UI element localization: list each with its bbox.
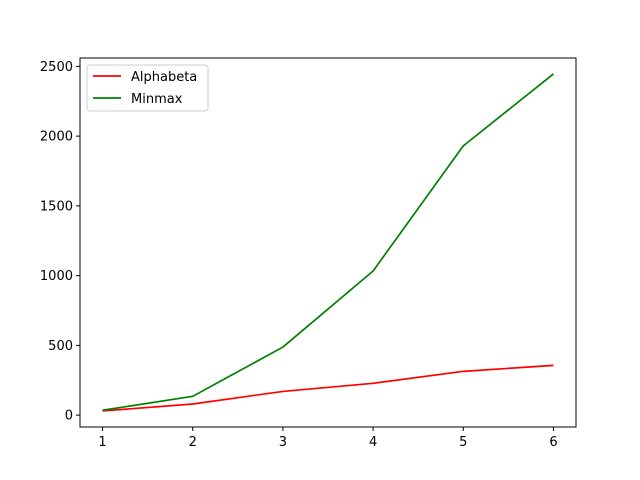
data-point-minmax-5	[462, 145, 464, 147]
x-axis-ticks: 1 2 3 4 5 6	[98, 427, 558, 450]
data-point-alphabeta-6	[553, 364, 555, 366]
y-tick-label-500: 500	[48, 339, 73, 354]
x-tick-label-1: 1	[98, 435, 106, 450]
data-point-alphabeta-4	[372, 382, 374, 384]
series-line-alphabeta	[102, 364, 554, 412]
x-tick-label-3: 3	[279, 435, 287, 450]
data-point-minmax-2	[192, 395, 194, 397]
legend-label-alphabeta: Alphabeta	[131, 70, 197, 85]
legend-label-minmax: Minmax	[131, 92, 183, 107]
x-tick-label-5: 5	[459, 435, 467, 450]
plot-area-frame	[79, 57, 577, 428]
y-tick-label-2000: 2000	[40, 130, 73, 145]
x-tick-label-4: 4	[369, 435, 377, 450]
x-tick-label-2: 2	[189, 435, 197, 450]
data-point-minmax-1	[102, 409, 104, 411]
data-point-minmax-3	[282, 346, 284, 348]
y-tick-label-0: 0	[65, 409, 73, 424]
data-point-minmax-6	[553, 73, 555, 75]
y-tick-label-2500: 2500	[40, 60, 73, 75]
y-tick-label-1000: 1000	[40, 269, 73, 284]
data-point-alphabeta-5	[462, 370, 464, 372]
series-line-minmax	[102, 73, 554, 412]
y-axis-ticks: 0 500 1000 1500 2000 2500	[40, 60, 80, 424]
legend: Alphabeta Minmax	[86, 64, 209, 112]
x-tick-label-6: 6	[549, 435, 557, 450]
data-point-alphabeta-2	[192, 403, 194, 405]
series-layer	[102, 73, 555, 412]
y-tick-label-1500: 1500	[40, 199, 73, 214]
data-point-alphabeta-3	[282, 391, 284, 393]
data-point-minmax-4	[372, 270, 374, 272]
